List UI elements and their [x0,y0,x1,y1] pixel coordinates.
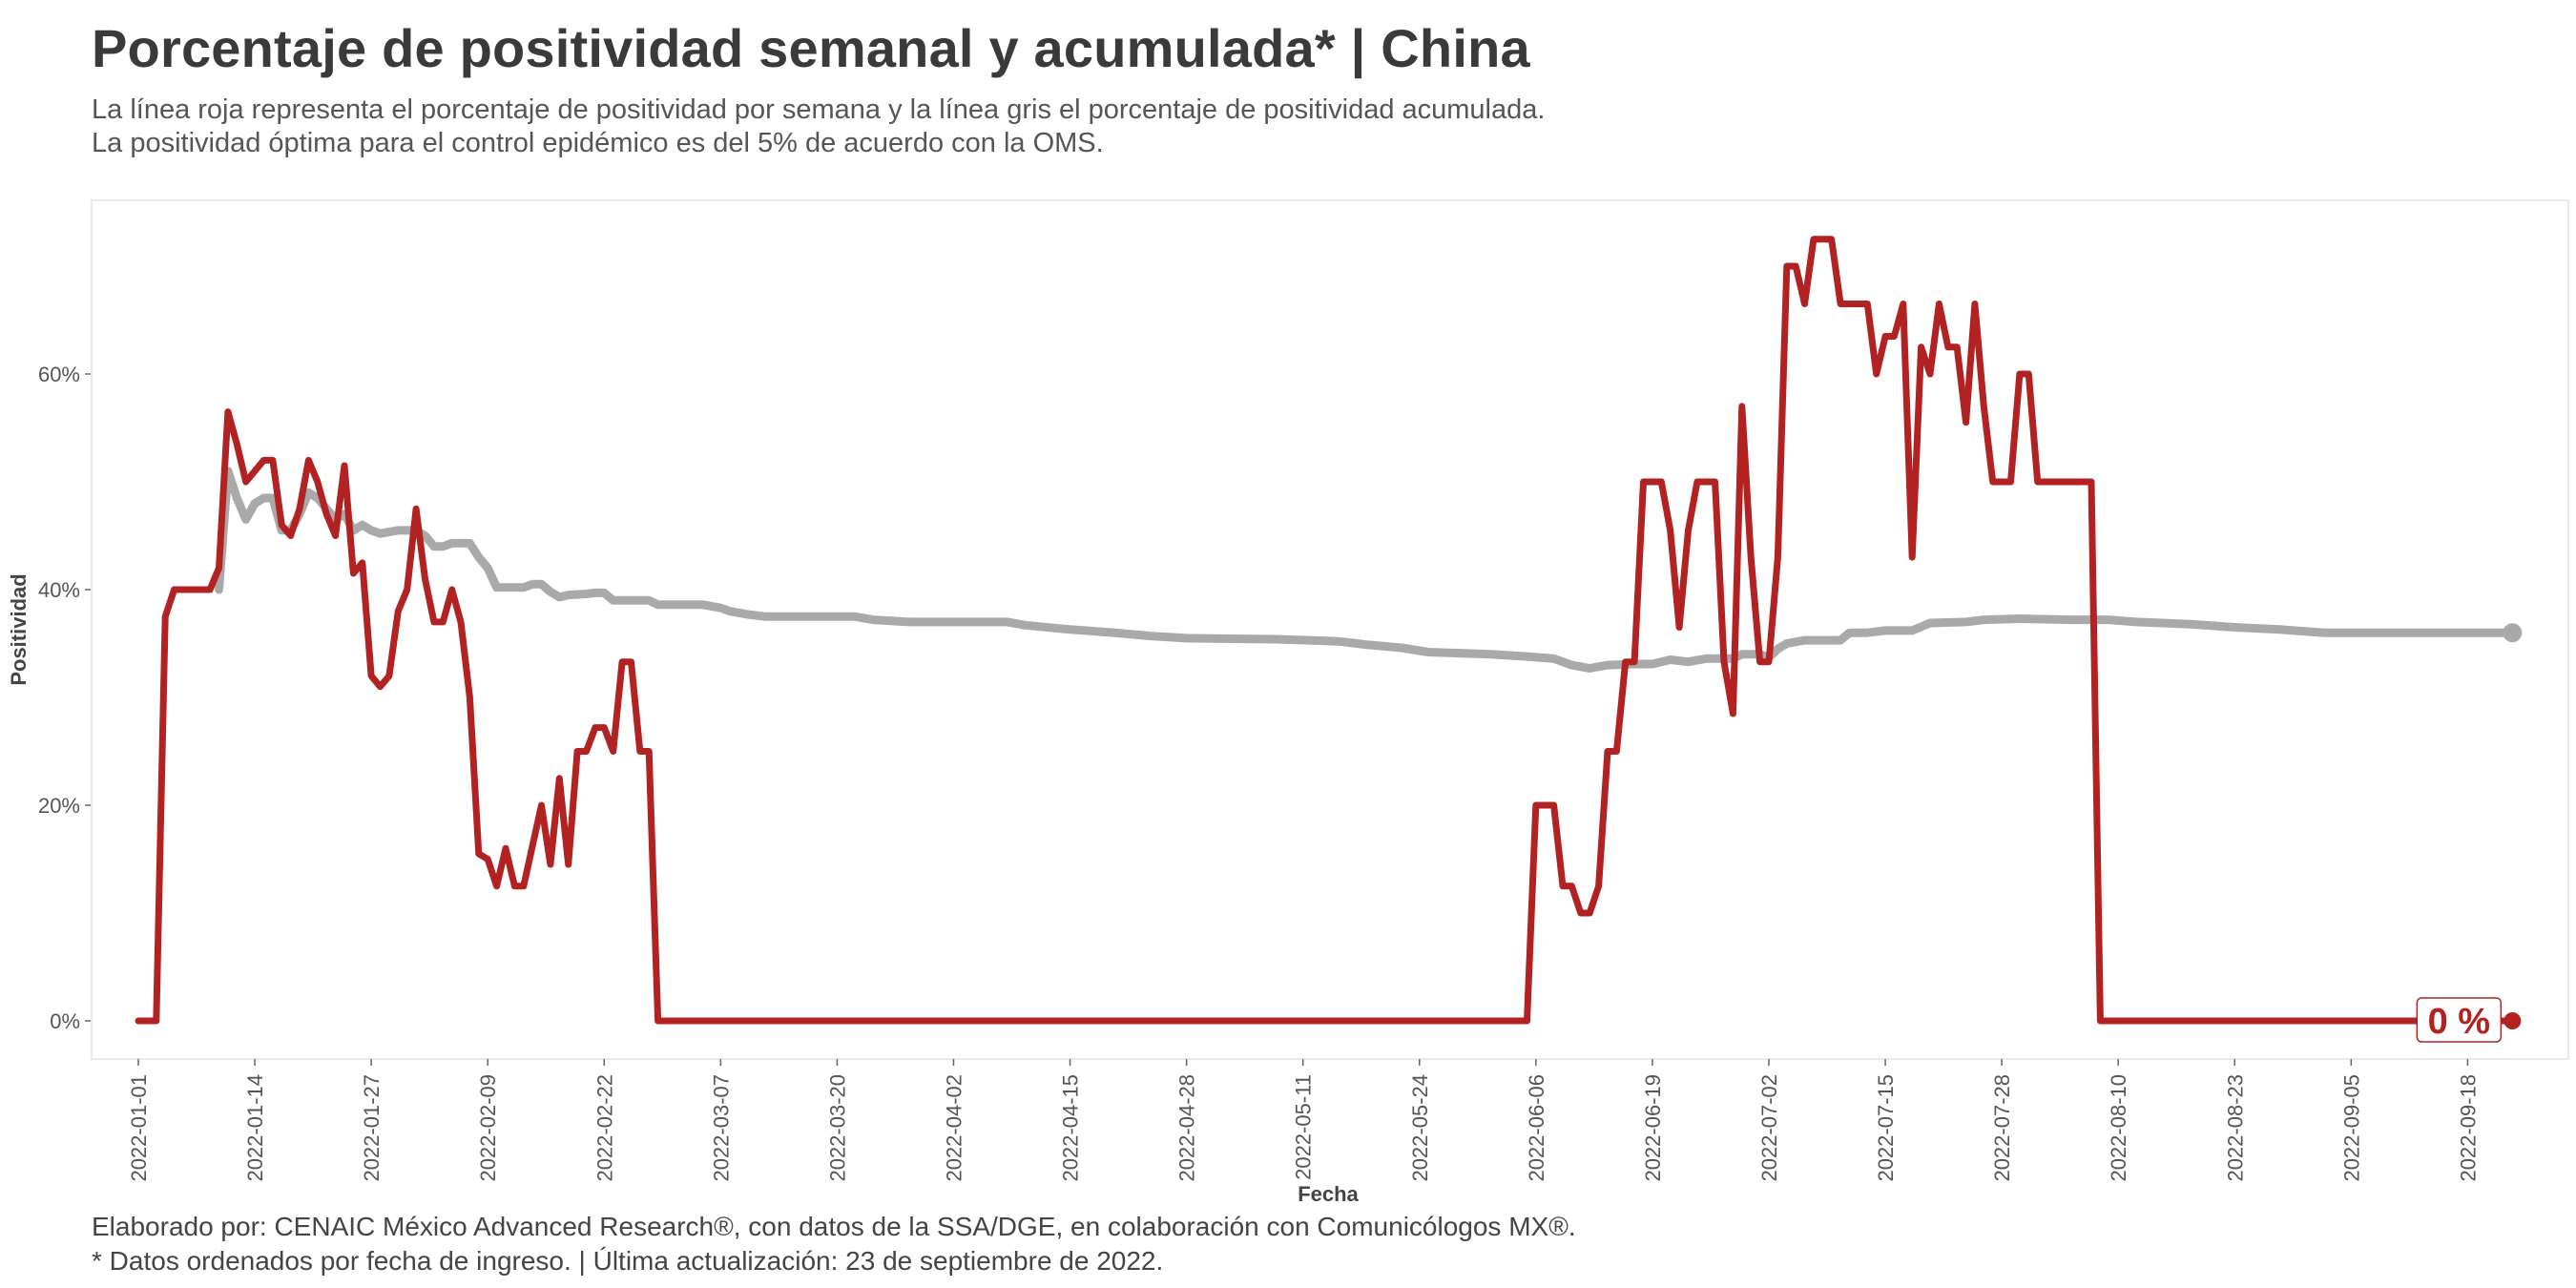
end-markers: 0 % [2416,623,2523,1043]
x-tick-label: 2022-06-19 [1641,1074,1665,1182]
x-tick-label: 2022-08-10 [2107,1074,2130,1182]
caption-line-2: * Datos ordenados por fecha de ingreso. … [92,1246,1164,1276]
y-axis-title: Positividad [7,573,31,685]
y-axis: 0% 20% 40% 60% [38,363,91,1033]
x-tick-label: 2022-01-01 [127,1074,151,1182]
y-tick-label: 40% [38,578,80,602]
x-tick-label: 2022-04-28 [1175,1074,1199,1182]
x-tick-label: 2022-01-14 [243,1074,267,1182]
caption-line-1: Elaborado por: CENAIC México Advanced Re… [92,1212,1576,1241]
x-tick-label: 2022-02-09 [476,1074,500,1182]
x-tick-label: 2022-01-27 [360,1074,384,1182]
x-tick-label: 2022-03-20 [825,1074,849,1182]
subtitle-line-1: La línea roja representa el porcentaje d… [92,94,1546,125]
subtitle-line-2: La positividad óptima para el control ep… [92,128,1104,158]
x-tick-label: 2022-06-06 [1525,1074,1548,1182]
plot-panel [91,199,2569,1060]
x-tick-label: 2022-05-24 [1408,1074,1432,1182]
y-tick-label: 20% [38,794,80,818]
x-tick-label: 2022-05-11 [1292,1074,1316,1180]
x-tick-label: 2022-07-28 [1990,1074,2014,1182]
series-layer [135,236,2517,1025]
x-tick-label: 2022-03-07 [709,1074,733,1182]
x-tick-label: 2022-07-15 [1874,1074,1898,1182]
end-label-box [2416,997,2503,1043]
x-tick-label: 2022-02-22 [592,1074,616,1182]
x-tick-label: 2022-07-02 [1757,1074,1781,1182]
x-tick-label: 2022-08-23 [2223,1074,2247,1182]
x-tick-label: 2022-09-18 [2456,1074,2480,1182]
y-tick-label: 0% [50,1009,80,1033]
x-tick-label: 2022-04-15 [1059,1074,1083,1182]
x-tick-label: 2022-04-02 [942,1074,966,1182]
y-tick-label: 60% [38,363,80,386]
chart-subtitle: La línea roja representa el porcentaje d… [92,93,1545,160]
series-line-weekly [135,236,2516,1025]
x-axis: 2022-01-01 2022-01-14 2022-01-27 2022-02-09… [127,1059,2480,1182]
chart-caption: Elaborado por: CENAIC México Advanced Re… [92,1210,1576,1278]
x-tick-label: 2022-09-05 [2339,1074,2363,1182]
end-point-cumulative [2503,623,2523,643]
series-line-cumulative [215,467,2517,673]
chart-title: Porcentaje de positividad semanal y acum… [92,18,1530,78]
end-value-label: 0 % [2428,1002,2490,1042]
x-axis-title: Fecha [1298,1182,1359,1206]
end-point-weekly [2503,1012,2522,1029]
